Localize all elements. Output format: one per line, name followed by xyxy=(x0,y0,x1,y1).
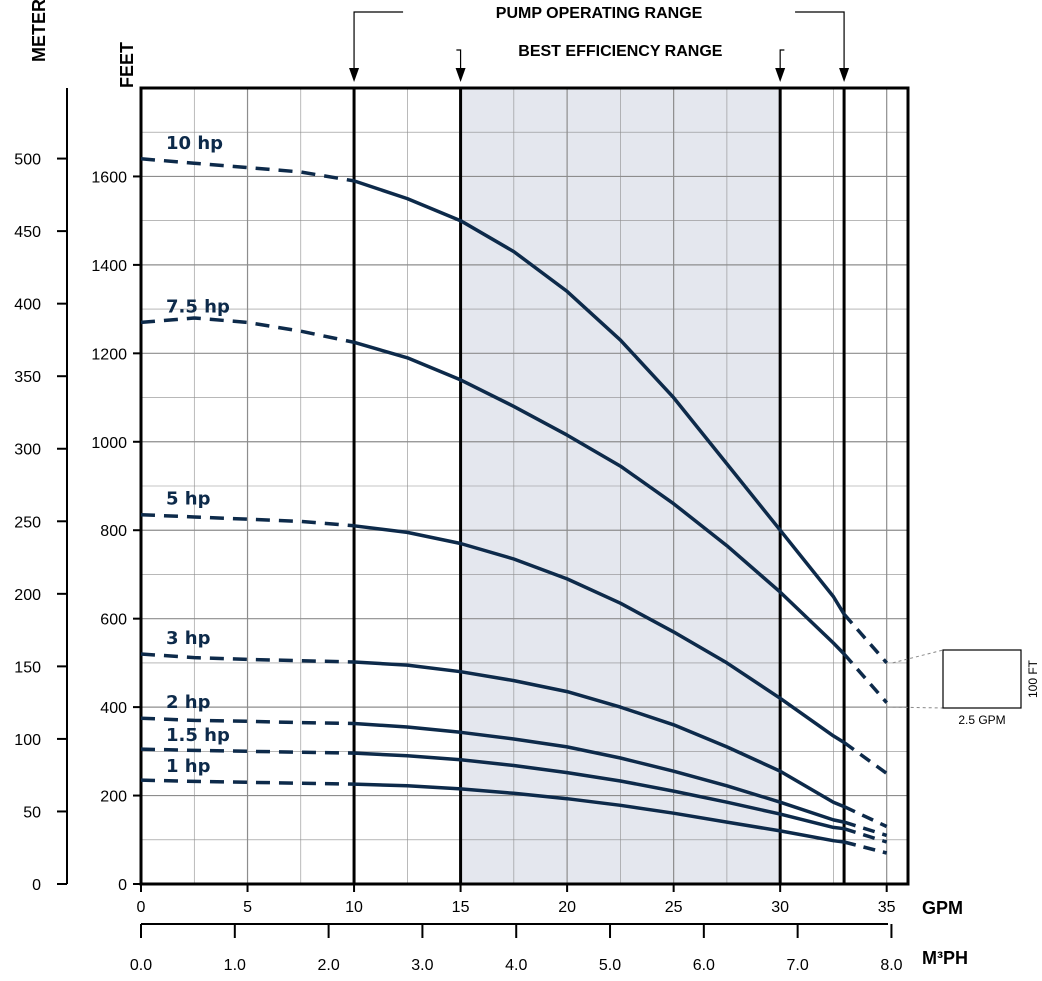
feet-tick-label: 1400 xyxy=(91,258,127,275)
scale-box: 2.5 GPM 100 FT xyxy=(892,649,1040,727)
gpm-tick-label: 35 xyxy=(878,899,896,916)
curve-7-5-hp-dashed-start xyxy=(140,316,355,345)
m3ph-tick-label: 3.0 xyxy=(411,957,433,974)
curve-10-hp-dashed-end xyxy=(842,613,889,665)
curve-1-5-hp-dashed-end xyxy=(843,827,888,844)
gpm-tick-label: 10 xyxy=(345,899,363,916)
m3ph-tick-label: 7.0 xyxy=(787,957,809,974)
scale-height-label: 100 FT xyxy=(1026,659,1040,698)
curve-7-5-hp xyxy=(353,340,846,656)
range-bracket-left xyxy=(353,11,404,68)
curve-1-hp xyxy=(354,782,845,844)
curve-7-5-hp-dashed-end xyxy=(842,652,889,704)
feet-tick-label: 1000 xyxy=(91,435,127,452)
scale-leader xyxy=(892,649,944,664)
m3ph-tick-label: 4.0 xyxy=(505,957,527,974)
gpm-tick-label: 5 xyxy=(243,899,252,916)
range-arrow xyxy=(455,68,466,82)
range-label: BEST EFFICIENCY RANGE xyxy=(518,43,723,60)
curve-2-hp-dashed-start xyxy=(140,716,355,726)
gpm-tick-label: 15 xyxy=(452,899,470,916)
curve-2-hp-dashed-end xyxy=(843,820,888,838)
meters-tick-label: 300 xyxy=(14,442,41,459)
curve-3-hp xyxy=(353,660,845,809)
m3ph-tick-label: 8.0 xyxy=(880,957,902,974)
m3ph-axis-title: M³PH xyxy=(922,948,968,968)
feet-tick-label: 400 xyxy=(100,700,127,717)
meters-tick-label: 0 xyxy=(32,877,41,894)
range-arrow xyxy=(349,68,360,82)
meters-tick-label: 150 xyxy=(14,659,41,676)
meters-axis-title: METERS xyxy=(29,0,49,62)
meters-tick-label: 50 xyxy=(23,804,41,821)
gpm-axis-title: GPM xyxy=(922,898,963,918)
curve-label-1-hp: 1 hp xyxy=(166,756,211,777)
gpm-tick-label: 20 xyxy=(558,899,576,916)
plot-frame xyxy=(139,86,910,886)
curve-10-hp-dashed-start xyxy=(140,157,355,183)
curve-label-3-hp: 3 hp xyxy=(166,628,211,649)
range-label: PUMP OPERATING RANGE xyxy=(496,5,703,22)
feet-tick-label: 600 xyxy=(100,612,127,629)
curves xyxy=(140,157,889,855)
gpm-tick-label: 0 xyxy=(137,899,146,916)
feet-tick-label: 200 xyxy=(100,789,127,806)
curve-3-hp-dashed-start xyxy=(140,652,355,664)
axes: 0200400600800100012001400160005010015020… xyxy=(14,88,903,974)
feet-tick-label: 1200 xyxy=(91,346,127,363)
feet-tick-label: 1600 xyxy=(91,169,127,186)
feet-axis-title: FEET xyxy=(117,42,137,88)
feet-tick-label: 800 xyxy=(100,523,127,540)
curve-5-hp-dashed-start xyxy=(140,512,355,528)
curve-label-10-hp: 10 hp xyxy=(166,133,223,154)
meters-tick-label: 450 xyxy=(14,224,41,241)
meters-tick-label: 350 xyxy=(14,369,41,386)
meters-tick-label: 400 xyxy=(14,297,41,314)
scale-width-label: 2.5 GPM xyxy=(958,713,1005,727)
curve-label-5-hp: 5 hp xyxy=(166,489,211,510)
m3ph-tick-label: 6.0 xyxy=(693,957,715,974)
meters-tick-label: 500 xyxy=(14,152,41,169)
range-bracket-right xyxy=(795,11,845,68)
curve-3-hp-dashed-end xyxy=(843,805,888,829)
curve-label-7-5-hp: 7.5 hp xyxy=(166,296,230,317)
m3ph-tick-label: 5.0 xyxy=(599,957,621,974)
m3ph-tick-label: 0.0 xyxy=(130,957,152,974)
curve-label-1-5-hp: 1.5 hp xyxy=(166,725,230,746)
meters-tick-label: 100 xyxy=(14,732,41,749)
meters-tick-label: 200 xyxy=(14,587,41,604)
gpm-tick-label: 25 xyxy=(665,899,683,916)
range-arrow xyxy=(839,68,850,82)
curve-1-hp-dashed-start xyxy=(140,778,355,786)
range-arrow xyxy=(775,68,786,82)
range-brackets: PUMP OPERATING RANGE BEST EFFICIENCY RANG… xyxy=(349,5,850,82)
gpm-tick-label: 30 xyxy=(771,899,789,916)
m3ph-tick-label: 1.0 xyxy=(224,957,246,974)
range-bracket-right xyxy=(779,49,785,68)
curve-1-5-hp xyxy=(354,751,845,831)
curve-2-hp xyxy=(353,721,845,824)
curve-5-hp xyxy=(353,524,846,744)
scale-box-frame xyxy=(942,649,1022,709)
scale-leader xyxy=(892,706,944,709)
curve-5-hp-dashed-end xyxy=(843,741,888,775)
feet-tick-label: 0 xyxy=(118,877,127,894)
meters-tick-label: 250 xyxy=(14,514,41,531)
range-bracket-left xyxy=(456,49,462,68)
curve-labels: 10 hp 7.5 hp 5 hp 3 hp 2 hp 1.5 hp 1 hp xyxy=(166,133,230,777)
curve-label-2-hp: 2 hp xyxy=(166,692,211,713)
curve-1-5-hp-dashed-start xyxy=(140,747,355,755)
m3ph-tick-label: 2.0 xyxy=(317,957,339,974)
curve-1-hp-dashed-end xyxy=(843,840,888,855)
curve-10-hp xyxy=(353,179,846,616)
